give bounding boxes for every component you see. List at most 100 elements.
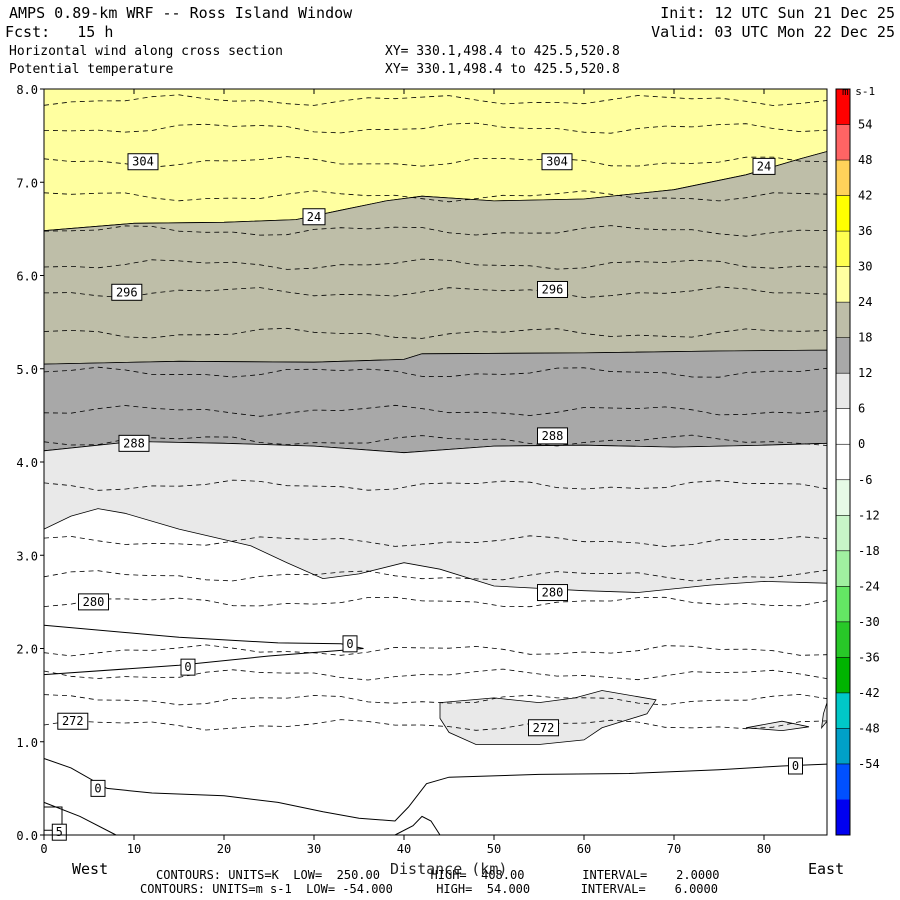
colorbar-swatch <box>836 337 850 374</box>
contour-label-5: 296 <box>537 280 568 298</box>
colorbar-swatch <box>836 444 850 480</box>
contour-label-16: 5 <box>51 823 67 841</box>
contour-label-box <box>180 658 196 676</box>
colorbar-tick-label: 30 <box>858 260 872 274</box>
x-tick-label: 0 <box>40 842 47 856</box>
wind-zero-contour-3 <box>394 815 441 836</box>
contour-label-4: 296 <box>111 283 143 301</box>
y-tick-label: 8.0 <box>16 83 38 97</box>
contour-label-box <box>90 779 106 797</box>
axes-layer: 0 10 20 30 40 50 60 70 800.01.02.03.04.05.06.07.… <box>16 83 771 856</box>
contour-label-box <box>541 153 573 171</box>
contour-label-text: 0 <box>346 637 353 651</box>
contour-label-box <box>537 280 568 298</box>
x-tick-label: 60 <box>577 842 591 856</box>
colorbar-tick-label: -30 <box>858 615 880 629</box>
colorbar-tick-label: -42 <box>858 686 880 700</box>
wind-fill-region-6 <box>821 702 828 730</box>
contour-label-text: 24 <box>307 210 321 224</box>
colorbar-swatch <box>836 266 850 303</box>
contour-label-text: 280 <box>83 595 105 609</box>
contour-label-15: 0 <box>788 757 803 775</box>
contour-label-8: 280 <box>78 593 109 611</box>
theta-contour-276 <box>43 668 828 681</box>
colorbar-tick-label: 24 <box>858 295 872 309</box>
colorbar-swatch <box>836 195 850 232</box>
y-tick-label: 6.0 <box>16 270 38 284</box>
contour-label-box <box>78 593 109 611</box>
contour-label-11: 0 <box>180 658 196 676</box>
x-tick-label: 70 <box>667 842 681 856</box>
x-tick-label: 40 <box>397 842 411 856</box>
colorbar-tick-label: -48 <box>858 721 880 735</box>
theta-contour-278 <box>43 644 828 657</box>
contour-label-text: 296 <box>542 282 564 296</box>
y-tick-label: 3.0 <box>16 549 38 563</box>
contour-label-text: 288 <box>542 429 564 443</box>
colorbar-tick-label: 18 <box>858 331 872 345</box>
colorbar-tick-label: -18 <box>858 544 880 558</box>
colorbar-unit: m s-1 <box>842 85 875 98</box>
colorbar: 54 48 42 36 30 24 18 12 6 0 -6 -12 -18 -24 -30 -36 -42 -4… <box>835 88 880 836</box>
colorbar-swatch <box>836 479 850 516</box>
init-time: Init: 12 UTC Sun 21 Dec 25 <box>660 4 895 22</box>
colorbar-frame <box>835 88 851 836</box>
colorbar-swatch <box>836 302 850 338</box>
x-tick-label: 50 <box>487 842 501 856</box>
wind-zero-contour-0 <box>43 624 364 676</box>
contour-label-text: 5 <box>56 825 63 839</box>
wind-fill-region-5 <box>745 720 810 732</box>
colorbar-swatch <box>836 586 850 622</box>
colorbar-swatch <box>836 550 850 587</box>
colorbar-tick-label: -24 <box>858 579 880 593</box>
theta-contour-280 <box>43 596 828 608</box>
contour-label-10: 0 <box>342 635 358 653</box>
contour-label-9: 280 <box>537 584 568 602</box>
contour-label-box <box>537 427 568 445</box>
y-tick-label: 7.0 <box>16 176 38 190</box>
contour-label-0: 304 <box>127 153 159 171</box>
colorbar-tick-label: 54 <box>858 118 872 132</box>
contour-label-box <box>342 635 358 653</box>
zero-wind-contour-layer <box>43 624 828 836</box>
forecast-hour: Fcst: 15 h <box>5 23 114 41</box>
colorbar-swatch <box>836 621 850 658</box>
contour-label-text: 288 <box>123 436 145 450</box>
contour-label-text: 24 <box>757 159 771 173</box>
contour-label-box <box>788 757 803 775</box>
x-tick-label: 20 <box>217 842 231 856</box>
wind-fill-layer <box>43 88 828 745</box>
contour-label-text: 296 <box>116 285 138 299</box>
xy-range-2: XY= 330.1,498.4 to 425.5,520.8 <box>385 62 620 77</box>
colorbar-tick-label: 6 <box>858 402 865 416</box>
y-tick-label: 4.0 <box>16 456 38 470</box>
contour-label-text: 272 <box>62 714 84 728</box>
colorbar-tick-label: 36 <box>858 224 872 238</box>
colorbar-tick-label: 48 <box>858 153 872 167</box>
wind-fill-region-4 <box>439 690 657 745</box>
colorbar-swatch <box>836 89 850 125</box>
field-label-wind: Horizontal wind along cross section <box>9 44 283 59</box>
contour-label-text: 0 <box>184 660 191 674</box>
contour-label-7: 288 <box>537 427 568 445</box>
colorbar-tick-label: -6 <box>858 473 872 487</box>
colorbar-tick-label: -36 <box>858 650 880 664</box>
contour-label-2: 24 <box>752 157 776 175</box>
contour-label-box <box>118 434 150 452</box>
colorbar-tick-label: 42 <box>858 189 872 203</box>
colorbar-swatch <box>836 657 850 693</box>
theta-contour-274 <box>43 693 828 706</box>
x-tick-label: 80 <box>757 842 771 856</box>
contour-label-text: 0 <box>94 781 101 795</box>
contour-label-box <box>302 208 326 226</box>
y-tick-label: 2.0 <box>16 643 38 657</box>
contour-label-box <box>51 823 67 841</box>
wind-zero-contour-1 <box>43 758 828 822</box>
colorbar-swatch <box>836 728 850 764</box>
contour-info-theta: CONTOURS: UNITS=K LOW= 250.00 HIGH= 408.… <box>156 868 720 882</box>
west-label: West <box>72 860 109 878</box>
y-tick-label: 1.0 <box>16 736 38 750</box>
contour-label-3: 24 <box>302 208 326 226</box>
x-tick-label: 30 <box>307 842 321 856</box>
contour-label-text: 304 <box>132 155 154 169</box>
